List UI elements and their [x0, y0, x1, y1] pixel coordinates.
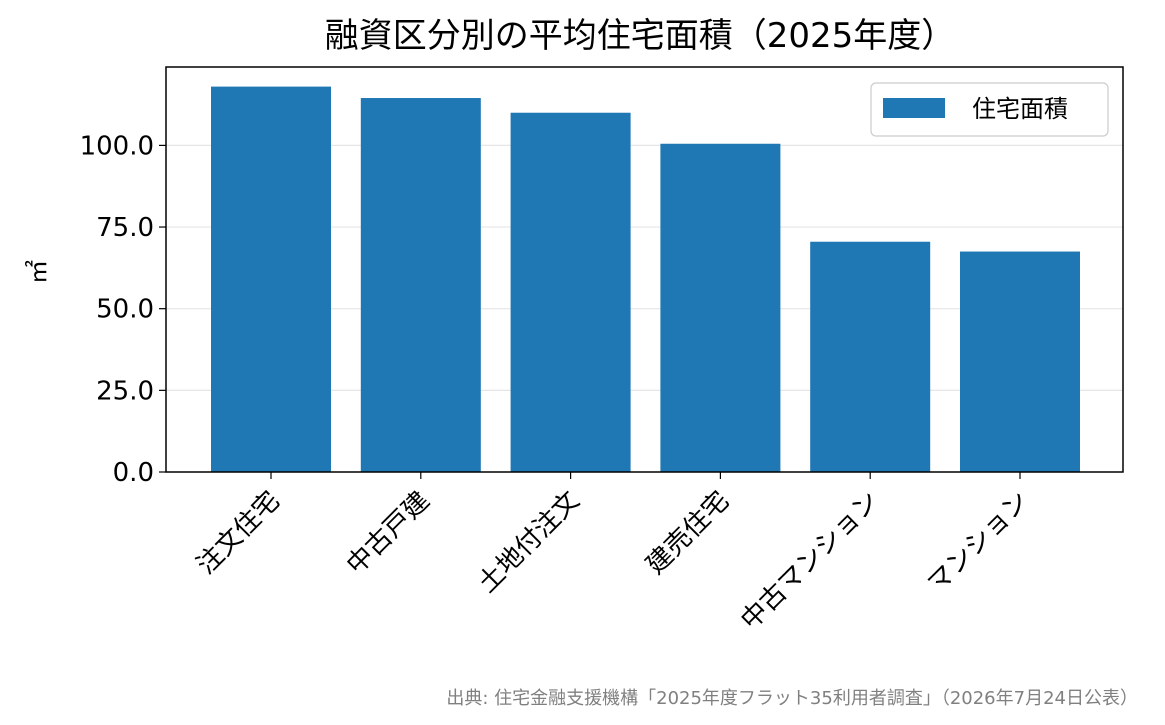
y-tick-label: 0.0: [113, 458, 154, 488]
bar: [361, 98, 481, 472]
legend: 住宅面積: [871, 83, 1108, 136]
bar: [810, 242, 930, 472]
x-tick-label: 建売住宅: [641, 486, 736, 581]
x-tick-label: マンション: [922, 486, 1035, 599]
x-tick-label: 中古マンション: [735, 486, 885, 636]
y-axis-label: ㎡: [24, 260, 52, 284]
source-note: 出典: 住宅金融支援機構「2025年度フラット35利用者調査」（2026年7月2…: [446, 688, 1138, 709]
x-tick-label: 中古戸建: [341, 486, 436, 581]
y-tick-label: 100.0: [80, 131, 154, 161]
bar: [511, 113, 631, 472]
bar: [660, 144, 780, 472]
y-tick-label: 50.0: [96, 295, 154, 325]
y-tick-label: 25.0: [96, 376, 154, 406]
x-tick-label: 土地付注文: [472, 486, 585, 599]
bars: [211, 87, 1080, 472]
bar: [211, 87, 331, 472]
legend-label: 住宅面積: [972, 95, 1068, 123]
y-tick-label: 75.0: [96, 213, 154, 243]
chart-title: 融資区分別の平均住宅面積（2025年度）: [325, 16, 956, 56]
legend-swatch: [883, 98, 945, 118]
bar: [960, 252, 1080, 472]
x-tick-label: 注文住宅: [191, 486, 286, 581]
